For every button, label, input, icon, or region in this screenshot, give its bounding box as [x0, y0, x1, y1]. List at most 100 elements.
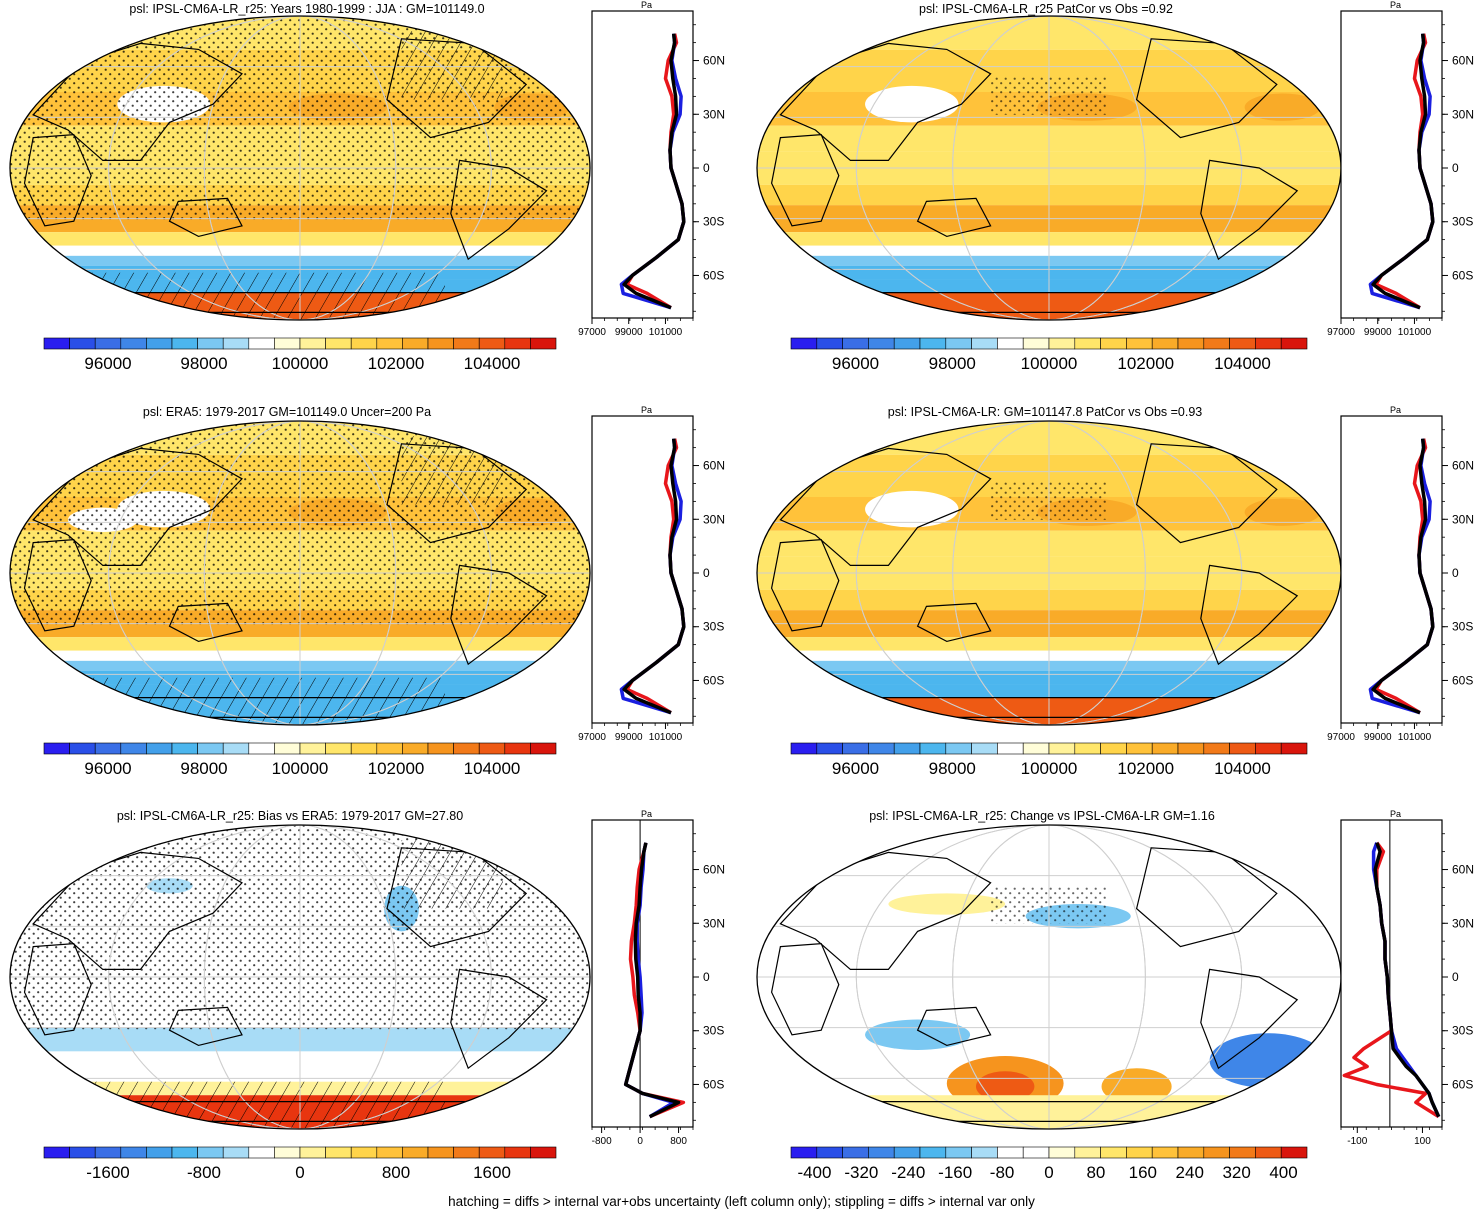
- colorbar-cell: [919, 742, 947, 755]
- colorbar-label: 100000: [1021, 354, 1078, 373]
- colorbar-cell: [945, 1146, 972, 1159]
- colorbar-cell: [69, 337, 96, 350]
- field-low-asia: [865, 490, 959, 528]
- panel-4-title: psl: IPSL-CM6A-LR: GM=101147.8 PatCor vs…: [887, 405, 1203, 419]
- profile-ytick-label: 60N: [703, 459, 725, 473]
- colorbar-cell: [971, 337, 998, 350]
- profile-frame: [1340, 415, 1443, 724]
- colorbar-label: -800: [187, 1163, 221, 1182]
- profile-panel-4: Pa 60N 30N 0 30S 60S 97000 99000 101000: [1327, 405, 1474, 743]
- profile-ytick-label: 0: [1452, 970, 1459, 984]
- colorbar-cell: [1280, 337, 1308, 350]
- coastline: [450, 159, 548, 261]
- colorbar-cell: [299, 1146, 326, 1159]
- colorbar-label: -320: [844, 1163, 878, 1182]
- profile-ytick-label: 30N: [1452, 512, 1474, 526]
- colorbar-cell: [997, 1146, 1024, 1159]
- colorbar-cell: [1151, 742, 1179, 755]
- colorbar-cell: [893, 1146, 921, 1159]
- map-panel-2: 96000 98000 100000 102000 104000: [756, 15, 1342, 373]
- coastline: [779, 447, 992, 566]
- colorbar-label: 104000: [1214, 759, 1271, 778]
- colorbar-cell: [325, 337, 352, 350]
- colorbar-cell: [1126, 1146, 1153, 1159]
- colorbar-cell: [997, 742, 1024, 755]
- colorbar-cell: [69, 742, 96, 755]
- profile-xtick-label: 101000: [1398, 327, 1432, 338]
- colorbar-cell: [478, 337, 506, 350]
- coastline: [770, 133, 840, 227]
- colorbar-cell: [478, 742, 506, 755]
- colorbar-cell: [1022, 337, 1050, 350]
- coastline: [23, 133, 92, 227]
- colorbar-cell: [427, 337, 454, 350]
- profile-ytick-label: 60N: [1452, 863, 1474, 877]
- colorbar-cell: [1100, 742, 1127, 755]
- colorbar-cell: [1074, 337, 1101, 350]
- colorbar-cell: [248, 742, 275, 755]
- colorbar-label: 96000: [84, 354, 131, 373]
- coastline: [450, 968, 548, 1070]
- colorbar-cell: [1074, 1146, 1101, 1159]
- profile-xtick-label: 99000: [615, 732, 643, 743]
- colorbar-cell: [274, 742, 301, 755]
- colorbar-label: 0: [1044, 1163, 1053, 1182]
- colorbar-cell: [402, 337, 429, 350]
- colorbar-cell: [530, 337, 557, 350]
- profile-unit: Pa: [1390, 405, 1401, 415]
- colorbar-cell: [893, 742, 921, 755]
- colorbar-label: 100000: [272, 354, 329, 373]
- colorbar-label: 98000: [180, 354, 227, 373]
- colorbar-cell: [248, 337, 275, 350]
- colorbar-cell: [402, 1146, 429, 1159]
- colorbar-label: 104000: [464, 759, 521, 778]
- colorbar-cell: [919, 1146, 947, 1159]
- graticule-lon: [203, 421, 397, 725]
- colorbar-cell: [171, 1146, 198, 1159]
- profile-line-mean: [622, 33, 686, 310]
- colorbar-label: 98000: [929, 354, 976, 373]
- colorbar-cell: [1203, 337, 1230, 350]
- colorbar-cell: [299, 337, 326, 350]
- coastline: [168, 197, 243, 238]
- field-low: [1209, 1033, 1327, 1088]
- profile-xtick-label: 101000: [649, 327, 683, 338]
- coastline: [1200, 159, 1299, 261]
- colorbar-cell: [945, 337, 972, 350]
- profile-ytick-label: 60S: [703, 268, 724, 282]
- colorbar-cell: [402, 742, 429, 755]
- colorbar-cell: [842, 742, 869, 755]
- colorbar-label: -240: [891, 1163, 925, 1182]
- profile-ytick-label: 60S: [703, 1077, 724, 1091]
- colorbar-cell: [325, 1146, 352, 1159]
- colorbar-label: 0: [295, 1163, 304, 1182]
- colorbar-label: -160: [938, 1163, 972, 1182]
- colorbar-cell: [94, 1146, 122, 1159]
- profile-frame: [591, 415, 694, 724]
- profile-ytick-label: 60S: [1452, 268, 1473, 282]
- colorbar-label: -1600: [86, 1163, 129, 1182]
- panel-3-title: psl: ERA5: 1979-2017 GM=101149.0 Uncer=2…: [142, 405, 432, 419]
- profile-xtick-label: 97000: [578, 327, 606, 338]
- colorbar-label: 100000: [272, 759, 329, 778]
- profile-frame: [1340, 819, 1443, 1128]
- colorbar-cell: [146, 742, 173, 755]
- colorbar-cell: [1255, 742, 1282, 755]
- coastline: [770, 942, 840, 1036]
- colorbar-cell: [453, 337, 480, 350]
- colorbar-cell: [146, 1146, 173, 1159]
- profile-line-mean: [623, 842, 681, 1119]
- colorbar-cell: [325, 742, 352, 755]
- colorbar-cell: [69, 1146, 96, 1159]
- profile-unit: Pa: [1390, 809, 1401, 819]
- colorbar-label: 102000: [1117, 759, 1174, 778]
- profile-ytick-label: 30N: [1452, 107, 1474, 121]
- profile-panel-2: Pa 60N 30N 0 30S 60S 97000 99000 101000: [1327, 0, 1474, 338]
- map-border: [9, 15, 591, 321]
- profile-ytick-label: 60S: [1452, 673, 1473, 687]
- profile-xtick-label: 97000: [1327, 732, 1355, 743]
- panel-2-title: psl: IPSL-CM6A-LR_r25 PatCor vs Obs =0.9…: [919, 2, 1173, 16]
- colorbar-cell: [350, 1146, 378, 1159]
- profile-ytick-label: 0: [703, 970, 710, 984]
